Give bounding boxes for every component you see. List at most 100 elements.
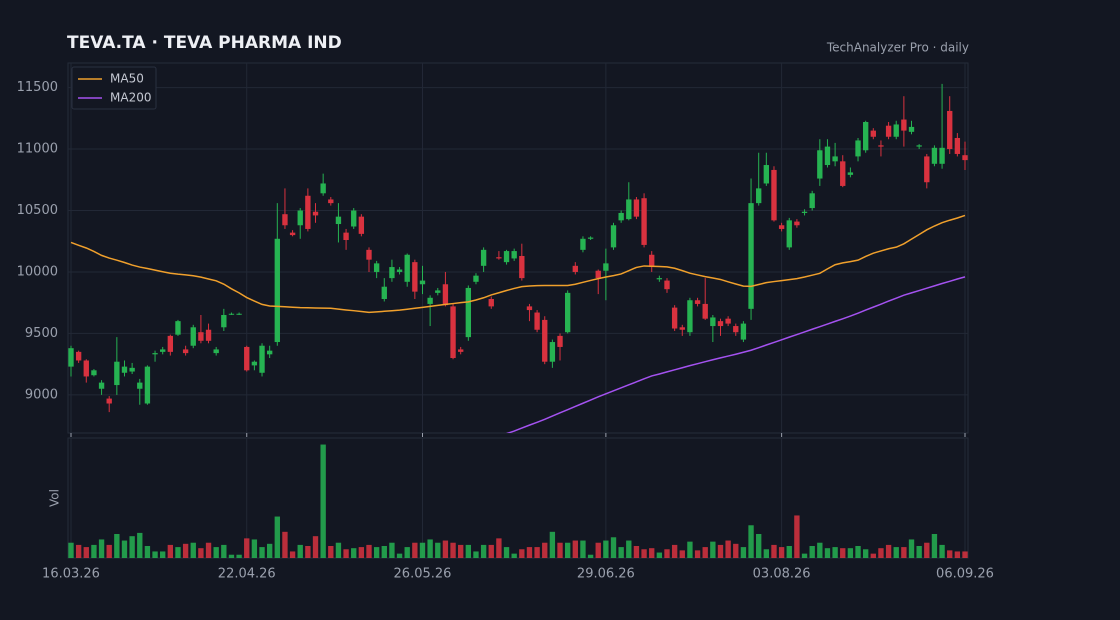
candle-body	[603, 263, 609, 271]
candle-body	[794, 221, 800, 226]
candle-body	[557, 335, 563, 347]
candle-body	[488, 299, 494, 307]
candle-body	[778, 225, 785, 229]
candle-body	[771, 169, 777, 221]
volume-bar	[893, 547, 899, 558]
x-tick-label: 16.03.26	[42, 567, 100, 582]
volume-bar	[794, 515, 800, 558]
x-tick-label: 06.09.26	[936, 567, 994, 582]
y-tick-label: 11500	[17, 80, 58, 95]
volume-bar	[282, 531, 288, 558]
volume-bar	[694, 550, 701, 558]
volume-bar	[160, 551, 166, 558]
candle-body	[824, 146, 831, 166]
volume-bar	[717, 544, 724, 558]
volume-bar	[801, 553, 808, 558]
candle-body	[396, 269, 403, 272]
volume-bar	[496, 538, 502, 558]
volume-bar	[618, 547, 624, 558]
candle-body	[526, 306, 533, 311]
volume-bar	[916, 546, 922, 558]
y-tick-label: 10000	[17, 264, 58, 279]
candle-body	[931, 147, 938, 164]
volume-bar	[137, 532, 143, 558]
candle-body	[801, 211, 808, 213]
volume-bar	[83, 547, 89, 558]
candle-body	[236, 313, 242, 315]
volume-bar	[182, 543, 189, 558]
candle-body	[366, 249, 372, 260]
price-panel	[67, 62, 969, 434]
candle-body	[740, 323, 747, 340]
volume-bar	[312, 536, 319, 558]
volume-bar	[908, 539, 915, 558]
candle-body	[458, 349, 464, 352]
volume-bar	[519, 549, 525, 558]
candle-body	[160, 349, 166, 352]
y-tick-label: 9500	[25, 326, 58, 341]
candle-body	[519, 255, 525, 279]
volume-bar	[98, 539, 105, 558]
volume-bar	[885, 544, 892, 558]
candle-body	[733, 326, 739, 333]
volume-bar	[91, 544, 97, 558]
candle-body	[305, 195, 311, 229]
candle-body	[610, 225, 617, 248]
candle-body	[91, 370, 97, 376]
candle-body	[312, 211, 319, 216]
candle-body	[282, 214, 288, 226]
legend: MA50 MA200	[71, 66, 157, 110]
volume-bar	[198, 548, 204, 558]
candle-body	[259, 345, 265, 373]
volume-bar	[503, 547, 510, 558]
volume-bar	[351, 548, 357, 558]
volume-bar	[129, 536, 135, 558]
volume-bar	[931, 534, 938, 558]
candle-body	[266, 350, 273, 355]
volume-bar	[610, 537, 617, 558]
candle-body	[450, 306, 456, 359]
candle-body	[534, 312, 540, 330]
moving-averages	[70, 214, 966, 433]
volume-bar	[595, 542, 601, 558]
candle-body	[763, 165, 770, 184]
candle-body	[641, 198, 647, 245]
candle-body	[435, 290, 441, 293]
candle-body	[358, 216, 365, 234]
candle-body	[840, 161, 846, 186]
volume-bars	[68, 444, 968, 558]
candle-body	[649, 254, 655, 268]
candle-body	[893, 124, 899, 137]
candles	[68, 83, 968, 413]
volume-bar	[343, 549, 349, 558]
candle-body	[152, 353, 158, 355]
candle-body	[878, 145, 884, 147]
candle-body	[862, 122, 869, 151]
candle-body	[343, 232, 349, 241]
volume-bar	[458, 544, 464, 558]
volume-bar	[939, 544, 945, 558]
volume-bar	[289, 551, 296, 558]
volume-bar	[320, 444, 326, 558]
candle-body	[98, 382, 105, 389]
volume-bar	[878, 548, 884, 558]
volume-bar	[862, 549, 869, 558]
volume-bar	[480, 544, 487, 558]
volume-bar	[725, 540, 731, 558]
volume-bar	[824, 548, 831, 558]
candle-body	[328, 199, 334, 204]
volume-bar	[771, 544, 777, 558]
volume-bar	[266, 543, 273, 558]
volume-bar	[733, 543, 739, 558]
volume-bar	[710, 541, 716, 558]
volume-bar	[328, 546, 334, 558]
volume-bar	[305, 546, 311, 558]
volume-bar	[671, 544, 678, 558]
candle-body	[908, 126, 915, 132]
candle-body	[687, 300, 693, 333]
volume-bar	[167, 544, 174, 558]
volume-bar	[702, 547, 708, 558]
volume-bar	[259, 547, 265, 558]
volume-bar	[542, 542, 548, 558]
